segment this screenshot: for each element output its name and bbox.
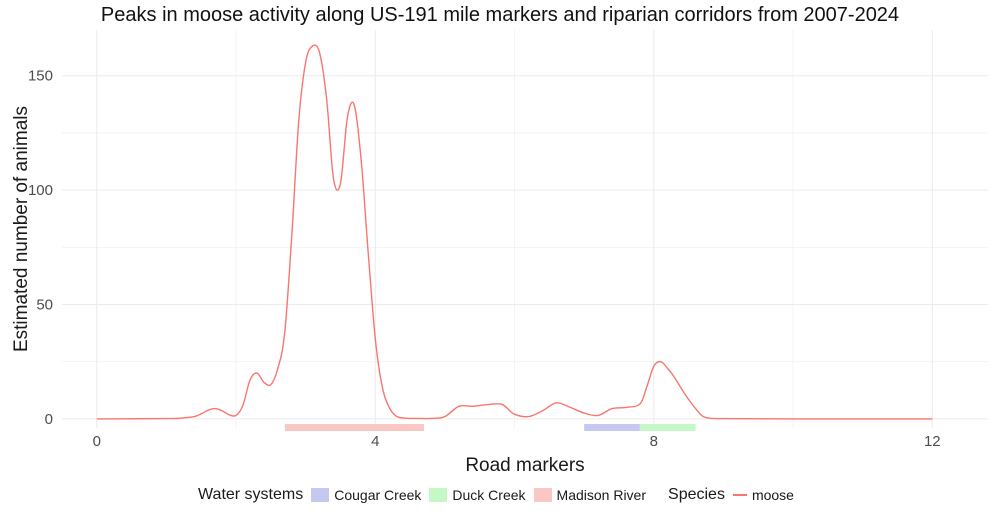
y-axis-title: Estimated number of animals: [11, 106, 32, 352]
legend: Water systems Cougar Creek Duck Creek Ma…: [0, 486, 1000, 504]
legend-title-water: Water systems: [198, 486, 304, 503]
y-tick-label: 0: [45, 411, 53, 428]
x-axis-title: Road markers: [465, 455, 584, 476]
legend-key-moose: [732, 494, 747, 496]
x-tick-label: 4: [371, 433, 379, 450]
legend-label-cougar-creek: Cougar Creek: [334, 487, 422, 503]
legend-label-madison-river: Madison River: [556, 487, 647, 503]
legend-label-moose: moose: [751, 487, 794, 503]
legend-item-duck-creek: Duck Creek: [429, 487, 526, 503]
x-tick-label: 0: [93, 433, 101, 450]
chart-title: Peaks in moose activity along US-191 mil…: [100, 4, 900, 26]
legend-title-species: Species: [668, 486, 725, 503]
legend-item-cougar-creek: Cougar Creek: [311, 487, 421, 503]
legend-item-moose: moose: [732, 487, 794, 503]
legend-label-duck-creek: Duck Creek: [452, 487, 526, 503]
water-bands: [284, 424, 696, 431]
x-tick-label: 8: [650, 433, 658, 450]
band-duck-creek: [639, 424, 696, 431]
band-madison-river: [284, 424, 425, 431]
line-chart: 0 4 8 12 0 50 100 150 Road markers Estimated nu…: [11, 30, 988, 476]
y-tick-label: 50: [36, 296, 53, 313]
legend-key-cougar-creek: [311, 488, 330, 502]
series-layer: [96, 44, 933, 420]
y-tick-label: 150: [28, 68, 53, 85]
band-cougar-creek: [584, 424, 640, 431]
x-tick-label: 12: [924, 433, 941, 450]
legend-key-duck-creek: [429, 488, 448, 502]
tick-labels: 0 4 8 12 0 50 100 150: [28, 68, 941, 450]
y-tick-label: 100: [28, 182, 53, 199]
grid-lines: [62, 30, 988, 428]
legend-item-madison-river: Madison River: [533, 487, 647, 503]
legend-key-madison-river: [533, 488, 552, 502]
series-line-moose: [96, 44, 933, 420]
